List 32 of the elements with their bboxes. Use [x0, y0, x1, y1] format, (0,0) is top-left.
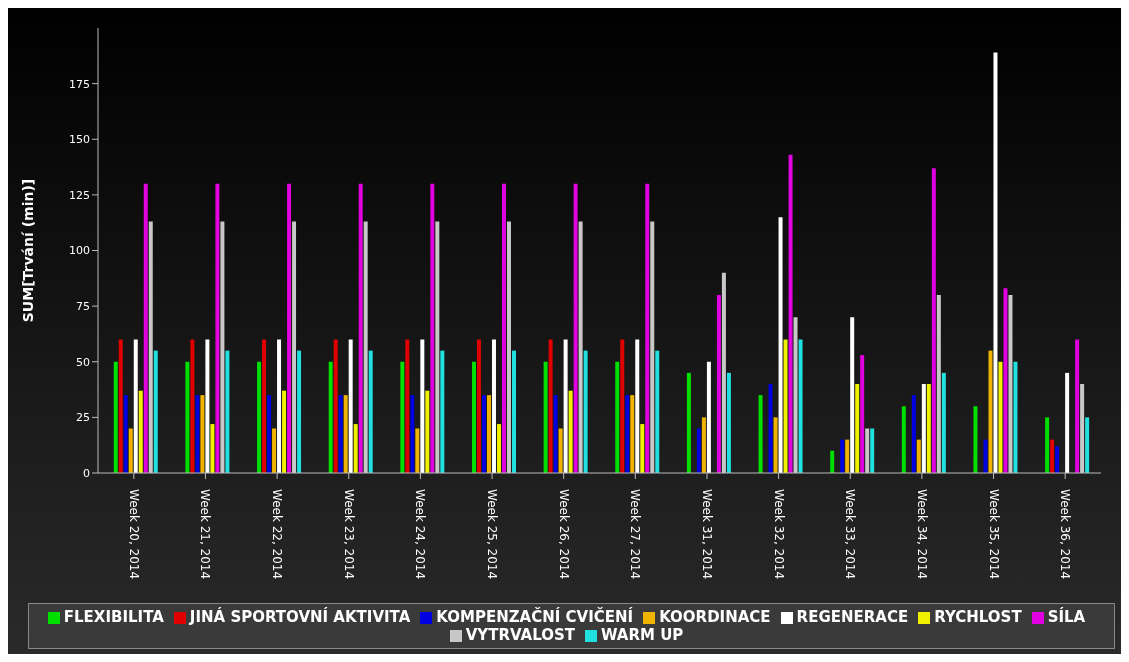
x-tick-label: Week 33, 2014 — [843, 489, 858, 580]
y-tick-label: 75 — [76, 300, 90, 314]
legend-label: WARM UP — [600, 626, 684, 644]
y-tick-label: 25 — [76, 411, 90, 425]
y-tick-label: 150 — [69, 133, 90, 147]
legend-label: REGENERACE — [796, 608, 909, 626]
y-tick-label: 50 — [76, 355, 90, 369]
x-tick-label: Week 22, 2014 — [270, 489, 285, 580]
x-tick-label: Week 23, 2014 — [341, 489, 356, 580]
y-tick-label: 100 — [69, 244, 90, 258]
x-tick-label: Week 24, 2014 — [413, 489, 428, 580]
x-tick-label: Week 36, 2014 — [1058, 489, 1073, 580]
y-axis-title: SUM[Trvání (min)] — [19, 178, 36, 323]
legend-label: FLEXIBILITA — [63, 608, 164, 626]
x-tick-label: Week 31, 2014 — [699, 489, 714, 580]
legend-label: KOMPENZAČNÍ CVIČENÍ — [436, 608, 634, 626]
x-tick-label: Week 27, 2014 — [628, 489, 643, 580]
x-tick-label: Week 20, 2014 — [126, 489, 141, 580]
x-tick-label: Week 25, 2014 — [485, 489, 500, 580]
legend-label: JINÁ SPORTOVNÍ AKTIVITA — [189, 608, 411, 626]
legend-label: RYCHLOST — [934, 608, 1022, 626]
x-tick-label: Week 21, 2014 — [198, 489, 213, 580]
x-tick-label: Week 26, 2014 — [556, 489, 571, 580]
legend-label: SÍLA — [1047, 608, 1086, 626]
x-tick-label: Week 35, 2014 — [986, 489, 1001, 580]
legend-label: VYTRVALOST — [465, 626, 575, 644]
x-tick-label: Week 32, 2014 — [771, 489, 786, 580]
y-tick-label: 175 — [69, 77, 90, 91]
y-tick-label: 0 — [83, 466, 90, 480]
y-tick-label: 125 — [69, 188, 90, 202]
x-tick-label: Week 34, 2014 — [914, 489, 929, 580]
legend-label: KOORDINACE — [659, 608, 771, 626]
